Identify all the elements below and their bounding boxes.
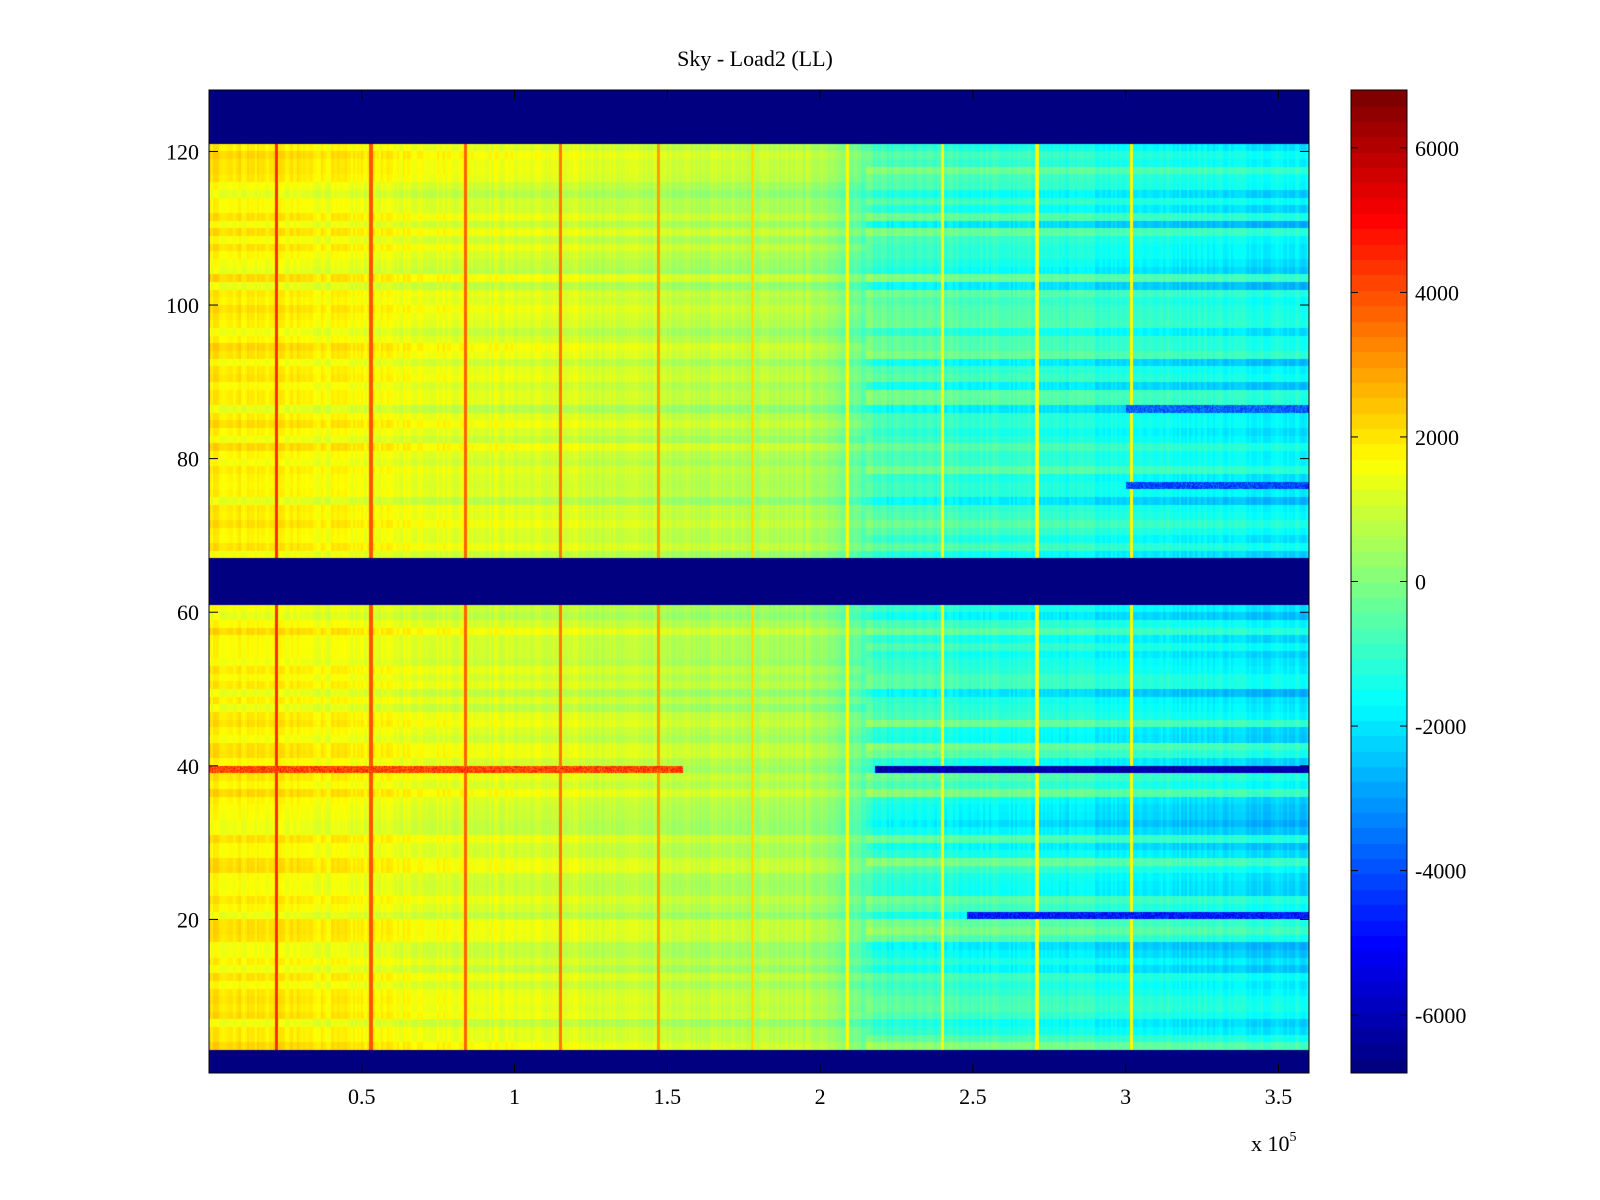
x-multiplier-base: x 10	[1251, 1131, 1290, 1156]
x-tick-label: 0.5	[348, 1084, 376, 1109]
x-axis-multiplier: x 105	[1251, 1130, 1297, 1156]
colorbar: 6000 4000 2000 0 -2000 -4000 -6000	[1350, 89, 1466, 1074]
colorbar-tick-label: 4000	[1415, 280, 1459, 305]
colorbar-tick-label: 0	[1415, 570, 1426, 595]
y-tick-label: 100	[166, 293, 199, 318]
colorbar-tick-label: -6000	[1415, 1003, 1466, 1028]
colorbar-tick-label: -4000	[1415, 859, 1466, 884]
y-tick-label: 80	[177, 447, 199, 472]
x-axis: 0.5 1 1.5 2 2.5 3 3.5	[348, 90, 1292, 1109]
colorbar-tick-label: 2000	[1415, 425, 1459, 450]
colorbar-tick-label: -2000	[1415, 714, 1466, 739]
x-multiplier-exponent: 5	[1290, 1130, 1297, 1145]
y-tick-label: 20	[177, 907, 199, 932]
x-tick-label: 3	[1120, 1084, 1131, 1109]
y-tick-label: 120	[166, 139, 199, 164]
heatmap-image	[209, 90, 1309, 1073]
colorbar-ticks: 6000 4000 2000 0 -2000 -4000 -6000	[1351, 136, 1466, 1028]
x-tick-label: 1.5	[654, 1084, 682, 1109]
chart-title: Sky - Load2 (LL)	[677, 46, 833, 71]
x-tick-label: 2.5	[959, 1084, 987, 1109]
colorbar-tick-label: 6000	[1415, 136, 1459, 161]
colorbar-image	[1351, 90, 1407, 1073]
y-tick-label: 40	[177, 754, 199, 779]
plot-frame	[208, 89, 1310, 1074]
y-tick-label: 60	[177, 600, 199, 625]
x-tick-label: 2	[815, 1084, 826, 1109]
y-axis: 20 40 60 80 100 120	[166, 139, 1309, 932]
x-tick-label: 3.5	[1265, 1084, 1293, 1109]
x-tick-label: 1	[509, 1084, 520, 1109]
heatmap-area	[208, 89, 1310, 1074]
